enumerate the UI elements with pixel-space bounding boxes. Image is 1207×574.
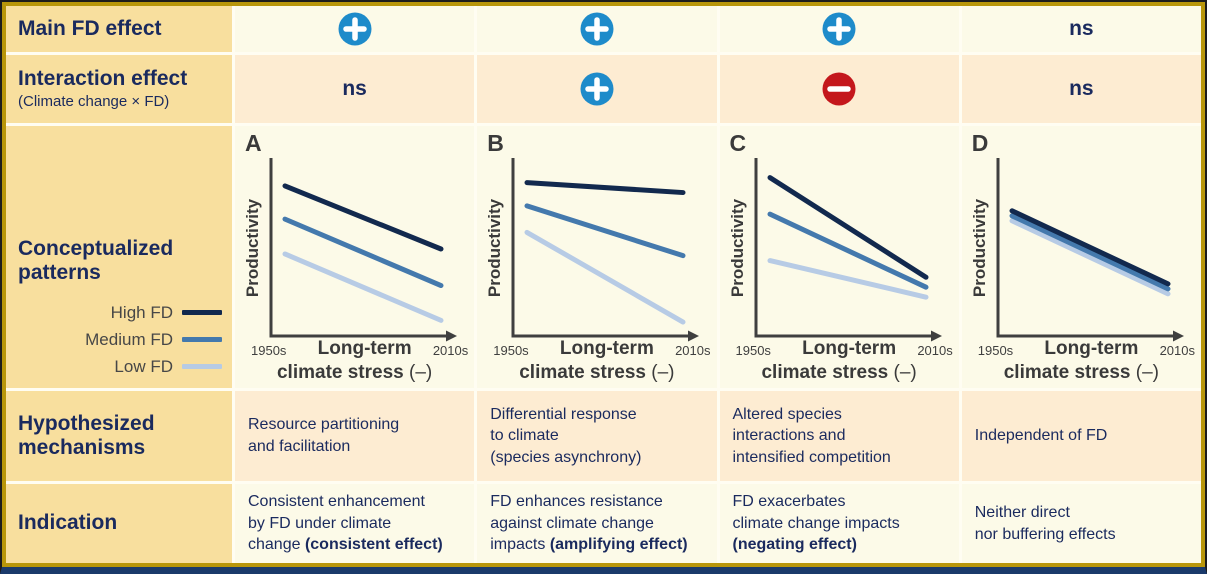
x-axis-title-line2: climate stress (–) — [245, 362, 464, 384]
x-tick-2010s: 2010s — [917, 343, 953, 358]
line-plot — [996, 158, 1184, 342]
indication-text: Consistent enhancement by FD under clima… — [248, 493, 443, 554]
y-axis-label: Productivity — [243, 198, 262, 298]
legend-swatch-high-fd-line — [182, 310, 222, 315]
row-label-main-effect: Main FD effect — [6, 6, 232, 52]
ns-label: ns — [342, 77, 367, 100]
x-tick-1950s: 1950s — [977, 343, 1014, 358]
legend-item-low-fd: Low FD — [18, 353, 222, 380]
line-plot — [754, 158, 942, 342]
row-label-interaction: Interaction effect (Climate change × FD) — [6, 55, 232, 123]
x-axis-title-line2: climate stress (–) — [730, 362, 949, 384]
mechanism-text: Altered species interactions and intensi… — [732, 405, 891, 466]
mechanisms-label: Hypothesized mechanisms — [18, 411, 155, 459]
main-effect-cell-d: ns — [961, 6, 1201, 52]
chart-panel-b: B Productivity 1950s 2010s Long-term cli… — [477, 126, 717, 388]
legend-swatch-medium-fd-line — [182, 337, 222, 342]
line-plot — [511, 158, 700, 342]
panel-letter: B — [487, 130, 504, 156]
indication-cell-c: FD exacerbates climate change impacts (n… — [719, 484, 959, 563]
row-label-patterns: Conceptualized patterns High FD Medium F… — [6, 126, 232, 388]
x-tick-1950s: 1950s — [251, 343, 287, 358]
x-axis-title-tail: (–) — [893, 362, 917, 383]
x-axis-title-tail: (–) — [651, 362, 675, 383]
x-axis-title-line1: Long-term — [1044, 338, 1139, 359]
interaction-sublabel: (Climate change × FD) — [18, 92, 170, 110]
plus-icon — [580, 12, 614, 46]
main-effect-label: Main FD effect — [18, 16, 162, 40]
x-axis-title-line2: climate stress (–) — [487, 362, 706, 384]
indication-cell-a: Consistent enhancement by FD under clima… — [235, 484, 475, 563]
x-axis-title-tail: (–) — [409, 362, 433, 383]
legend-label-low-fd: Low FD — [114, 356, 173, 376]
panel-letter: A — [245, 130, 262, 156]
line-plot — [269, 158, 457, 342]
mechanism-cell-b: Differential response to climate (specie… — [477, 391, 717, 481]
chart-panel-a: A Productivity 1950s 2010s Long-term cli… — [235, 126, 475, 388]
chart-panel-d: D Productivity 1950s 2010s Long-term cli… — [961, 126, 1201, 388]
main-effect-cell-a — [235, 6, 475, 52]
mechanism-cell-d: Independent of FD — [961, 391, 1201, 481]
plus-icon — [338, 12, 372, 46]
legend-label-high-fd: High FD — [110, 302, 173, 322]
interaction-cell-b — [477, 55, 717, 123]
x-axis-title-bold: climate stress — [276, 362, 404, 383]
x-tick-1950s: 1950s — [735, 343, 771, 358]
x-tick-2010s: 2010s — [432, 343, 469, 358]
mechanism-text: Resource partitioning and facilitation — [248, 416, 400, 455]
indication-text: Neither direct nor buffering effects — [974, 503, 1116, 543]
mechanism-cell-c: Altered species interactions and intensi… — [719, 391, 959, 481]
interaction-cell-a: ns — [235, 55, 475, 123]
indication-cell-d: Neither direct nor buffering effects — [961, 484, 1201, 563]
x-axis-title-line1: Long-term — [317, 338, 412, 359]
plus-icon — [580, 72, 614, 106]
panel-letter: D — [971, 130, 989, 156]
patterns-label: Conceptualized patterns — [18, 236, 174, 284]
interaction-cell-c — [719, 55, 959, 123]
x-axis-title-line2: climate stress (–) — [972, 362, 1191, 384]
y-axis-label: Productivity — [485, 198, 505, 298]
mechanism-text: Independent of FD — [974, 427, 1108, 445]
ns-label: ns — [1069, 77, 1094, 100]
legend-item-high-fd: High FD — [18, 299, 222, 326]
x-axis-title-line1: Long-term — [802, 338, 897, 359]
interaction-cell-d: ns — [961, 55, 1201, 123]
mechanism-text: Differential response to climate (specie… — [490, 405, 642, 466]
minus-icon — [822, 72, 856, 106]
x-axis-title-line1: Long-term — [559, 338, 654, 359]
row-label-mechanisms: Hypothesized mechanisms — [6, 391, 232, 481]
x-axis-title-bold: climate stress — [1003, 362, 1131, 383]
indication-text: FD exacerbates climate change impacts (n… — [732, 493, 900, 554]
indication-text: FD enhances resistance against climate c… — [490, 493, 688, 554]
legend: High FD Medium FD Low FD — [18, 299, 222, 380]
legend-item-medium-fd: Medium FD — [18, 326, 222, 353]
indication-cell-b: FD enhances resistance against climate c… — [477, 484, 717, 563]
main-effect-cell-c — [719, 6, 959, 52]
legend-swatch-low-fd-line — [182, 364, 222, 369]
y-axis-label: Productivity — [727, 198, 747, 298]
x-axis-title-tail: (–) — [1135, 362, 1159, 383]
chart-panel-c: C Productivity 1950s 2010s Long-term cli… — [719, 126, 959, 388]
plus-icon — [822, 12, 856, 46]
interaction-label: Interaction effect — [18, 66, 188, 90]
x-tick-2010s: 2010s — [675, 343, 711, 358]
indication-label: Indication — [18, 511, 118, 535]
x-axis-title-bold: climate stress — [519, 362, 646, 383]
x-tick-2010s: 2010s — [1159, 343, 1195, 358]
fd-effects-table: Main FD effect ns Interaction effect (Cl… — [6, 6, 1201, 563]
x-axis-title-bold: climate stress — [761, 362, 889, 383]
main-effect-cell-b — [477, 6, 717, 52]
panel-letter: C — [729, 130, 747, 156]
y-axis-label: Productivity — [969, 198, 989, 298]
row-label-indication: Indication — [6, 484, 232, 563]
ns-label: ns — [1069, 17, 1094, 40]
legend-label-medium-fd: Medium FD — [85, 329, 173, 349]
x-tick-1950s: 1950s — [493, 343, 529, 358]
mechanism-cell-a: Resource partitioning and facilitation — [235, 391, 475, 481]
